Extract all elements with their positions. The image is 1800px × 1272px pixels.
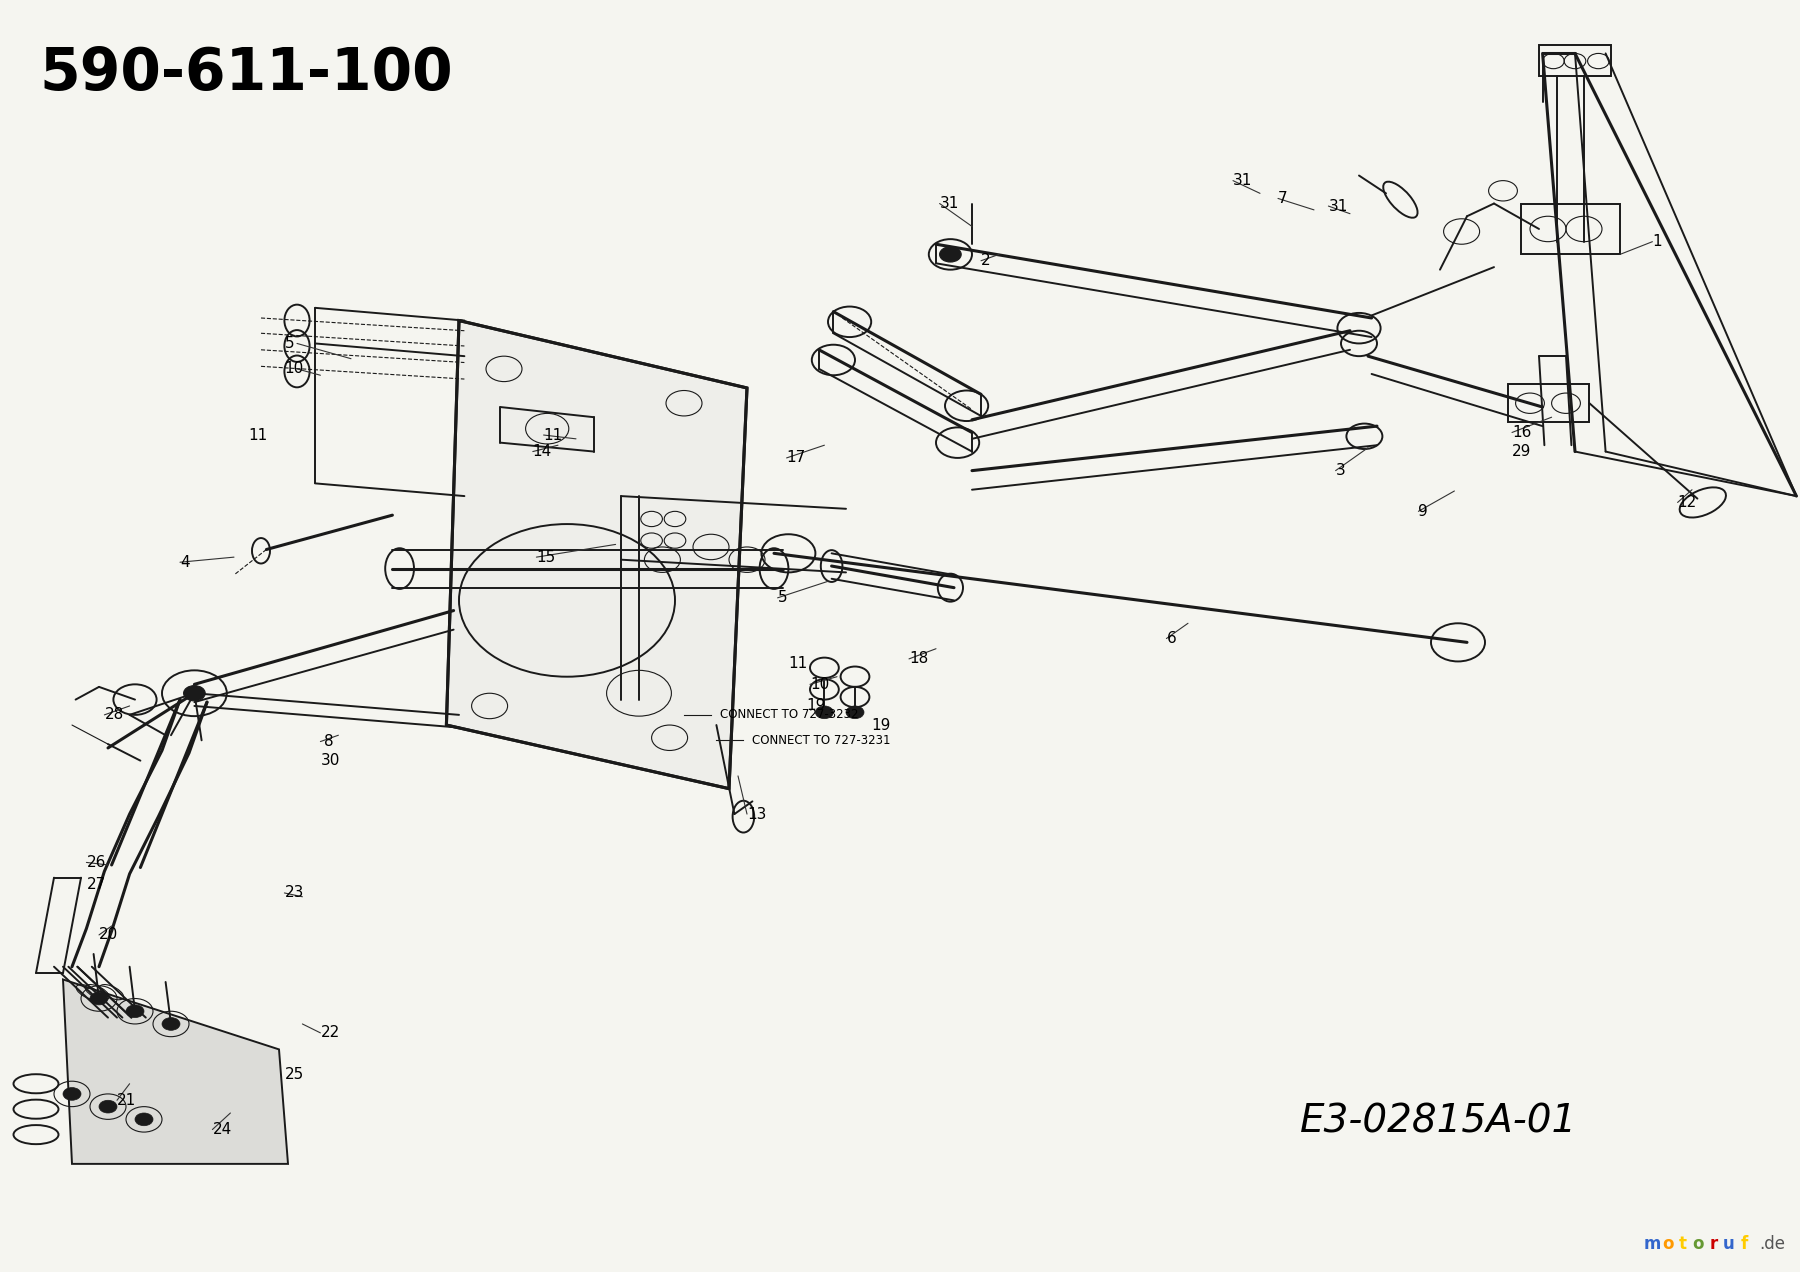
Text: o: o [1692,1235,1705,1253]
Circle shape [162,1018,180,1030]
Bar [1539,45,1611,76]
Text: 30: 30 [320,753,340,768]
Text: 590-611-100: 590-611-100 [40,45,454,102]
Text: 2: 2 [981,253,990,268]
Text: 22: 22 [320,1025,340,1040]
Text: u: u [1723,1235,1735,1253]
Text: 16: 16 [1512,425,1532,440]
Text: 5: 5 [778,590,787,605]
Text: 10: 10 [810,677,830,692]
Text: m: m [1643,1235,1661,1253]
Text: 23: 23 [284,885,304,901]
Circle shape [63,1088,81,1100]
Text: 4: 4 [180,555,189,570]
Text: t: t [1679,1235,1687,1253]
Text: 26: 26 [86,855,106,870]
Text: 18: 18 [909,651,929,667]
Text: CONNECT TO 727-3232: CONNECT TO 727-3232 [720,709,859,721]
Text: 12: 12 [1678,495,1697,510]
Text: 10: 10 [284,361,304,377]
Text: 17: 17 [787,450,806,466]
Text: 31: 31 [1233,173,1253,188]
Text: 31: 31 [940,196,959,211]
Text: 3: 3 [1336,463,1345,478]
Text: 11: 11 [788,656,808,672]
Bar [1508,384,1589,422]
Text: 31: 31 [1328,198,1348,214]
Text: 5: 5 [284,336,293,351]
Text: 11: 11 [248,427,268,443]
Text: r: r [1710,1235,1717,1253]
Text: 8: 8 [324,734,333,749]
Circle shape [940,247,961,262]
Text: 27: 27 [86,876,106,892]
Polygon shape [446,321,747,789]
Text: 20: 20 [99,927,119,943]
Circle shape [126,1005,144,1018]
Text: 6: 6 [1166,631,1175,646]
Circle shape [99,1100,117,1113]
Circle shape [90,992,108,1005]
Text: 25: 25 [284,1067,304,1082]
Text: 14: 14 [533,444,553,459]
Text: f: f [1741,1235,1748,1253]
Text: 29: 29 [1512,444,1532,459]
Text: .de: .de [1760,1235,1786,1253]
Text: 9: 9 [1418,504,1427,519]
Text: 15: 15 [536,550,556,565]
Circle shape [815,706,833,719]
Circle shape [846,706,864,719]
Text: 19: 19 [871,717,891,733]
Text: CONNECT TO 727-3231: CONNECT TO 727-3231 [752,734,891,747]
Text: 13: 13 [747,806,767,822]
Text: o: o [1661,1235,1674,1253]
Text: 19: 19 [806,698,826,714]
Text: 1: 1 [1652,234,1661,249]
Circle shape [184,686,205,701]
Polygon shape [63,979,288,1164]
Bar [1521,204,1620,254]
Text: 24: 24 [212,1122,232,1137]
Text: 11: 11 [544,427,563,443]
Text: 21: 21 [117,1093,137,1108]
Text: 7: 7 [1278,191,1287,206]
Circle shape [135,1113,153,1126]
Text: E3-02815A-01: E3-02815A-01 [1300,1103,1577,1141]
Text: 28: 28 [104,707,124,722]
